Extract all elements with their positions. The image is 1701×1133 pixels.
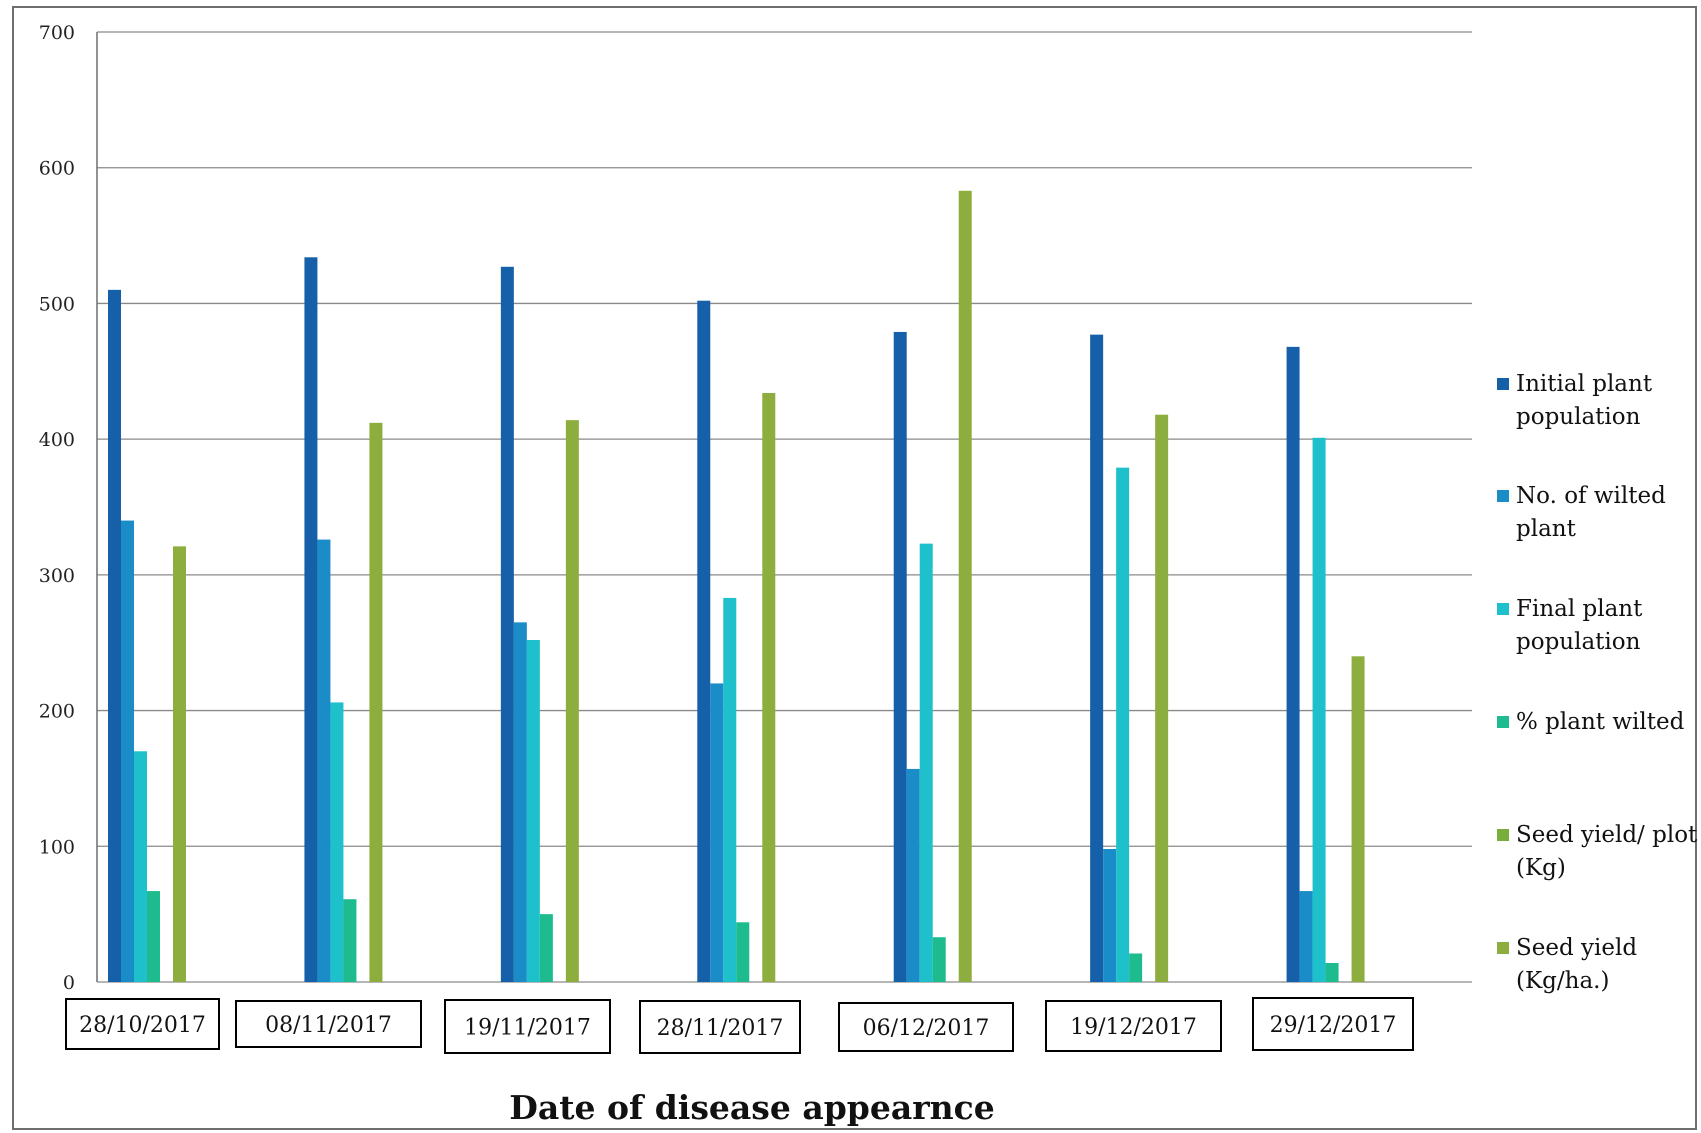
bar-3-5 (762, 393, 776, 982)
y-tick-label: 500 (39, 293, 75, 315)
bar-2-0 (500, 266, 514, 982)
legend-entry-line: (Kg) (1516, 855, 1566, 881)
bar-3-3 (736, 922, 750, 982)
bar-6-2 (1312, 437, 1326, 982)
category-label-box (235, 1000, 422, 1048)
bar-4-1 (906, 768, 920, 982)
bar-6-1 (1299, 891, 1313, 982)
legend-entry: Final plant population (1516, 596, 1643, 655)
legend-swatch (1497, 716, 1509, 728)
category-label-box (444, 999, 611, 1054)
legend-entry-line: plant (1516, 516, 1577, 542)
legend-swatch (1497, 490, 1509, 502)
category-label-box (838, 1002, 1014, 1052)
legend-entry: % plant wilted (1516, 709, 1685, 735)
bar-0-2 (134, 751, 147, 982)
legend-entry: Seed yield/ plot (Kg) (1516, 822, 1698, 881)
legend-entry: No. of wilted plant (1516, 483, 1666, 542)
y-tick-label: 700 (39, 22, 75, 44)
bar-2-2 (526, 640, 540, 982)
bar-6-5 (1351, 656, 1365, 982)
y-tick-label: 400 (39, 429, 75, 451)
legend-swatch (1497, 378, 1509, 390)
category-label-box (1252, 997, 1414, 1051)
x-category-label: 06/12/2017 (863, 1016, 990, 1041)
bar-4-5 (958, 190, 972, 983)
bar-1-2 (330, 702, 344, 982)
category-label-box (639, 1000, 801, 1054)
legend-entry-line: Initial plant (1516, 371, 1653, 397)
legend-entry-line: population (1516, 404, 1641, 430)
legend-entry-line: No. of wilted (1516, 483, 1666, 509)
bar-3-1 (710, 683, 724, 982)
legend-swatch (1497, 942, 1509, 954)
bar-5-5 (1155, 414, 1169, 982)
bar-6-3 (1325, 963, 1339, 982)
x-category-label: 29/12/2017 (1270, 1013, 1397, 1038)
legend-entry: Seed yield (Kg/ha.) (1516, 935, 1637, 994)
x-category-label: 08/11/2017 (265, 1013, 392, 1038)
legend-entry-line: (Kg/ha.) (1516, 968, 1609, 994)
category-label-box (65, 998, 220, 1050)
bar-5-0 (1090, 334, 1104, 983)
bar-1-5 (369, 422, 383, 982)
chart-frame (12, 6, 1697, 1130)
bar-1-0 (304, 257, 318, 982)
bar-3-2 (723, 597, 737, 982)
y-tick-label: 600 (39, 158, 75, 180)
legend-entry-line: Seed yield/ plot (1516, 822, 1698, 848)
bar-0-3 (147, 891, 160, 982)
legend-entry-line: Final plant (1516, 596, 1643, 622)
x-category-label: 28/11/2017 (657, 1016, 784, 1041)
x-category-label: 19/11/2017 (464, 1016, 591, 1041)
bar-1-3 (343, 899, 357, 982)
y-tick-label: 100 (39, 836, 75, 858)
x-category-label: 19/12/2017 (1070, 1015, 1197, 1040)
x-category-label: 28/10/2017 (79, 1013, 206, 1038)
bar-1-1 (317, 539, 331, 982)
bar-0-0 (108, 289, 121, 982)
bar-5-1 (1103, 849, 1117, 982)
legend-swatch (1497, 829, 1509, 841)
legend-entry: Initial plant population (1516, 371, 1653, 430)
bar-4-3 (932, 937, 946, 982)
bar-5-2 (1116, 467, 1130, 983)
category-label-box (1045, 1000, 1222, 1052)
bar-4-2 (919, 543, 933, 982)
legend-entry-line: % plant wilted (1516, 709, 1685, 735)
bar-6-0 (1286, 346, 1300, 982)
x-axis-title: Date of disease appearnce (509, 1088, 994, 1127)
bar-0-1 (121, 520, 134, 982)
bar-3-0 (697, 300, 711, 982)
y-tick-label: 0 (63, 972, 75, 994)
bar-5-3 (1129, 953, 1143, 982)
legend-swatch (1497, 603, 1509, 615)
bar-2-3 (539, 914, 553, 982)
bar-2-1 (513, 622, 527, 982)
bar-0-5 (173, 546, 186, 982)
bar-4-0 (893, 331, 907, 982)
y-tick-label: 200 (39, 701, 75, 723)
legend-entry-line: Seed yield (1516, 935, 1637, 961)
y-tick-label: 300 (39, 565, 75, 587)
legend-entry-line: population (1516, 629, 1641, 655)
bar-2-5 (565, 420, 579, 983)
